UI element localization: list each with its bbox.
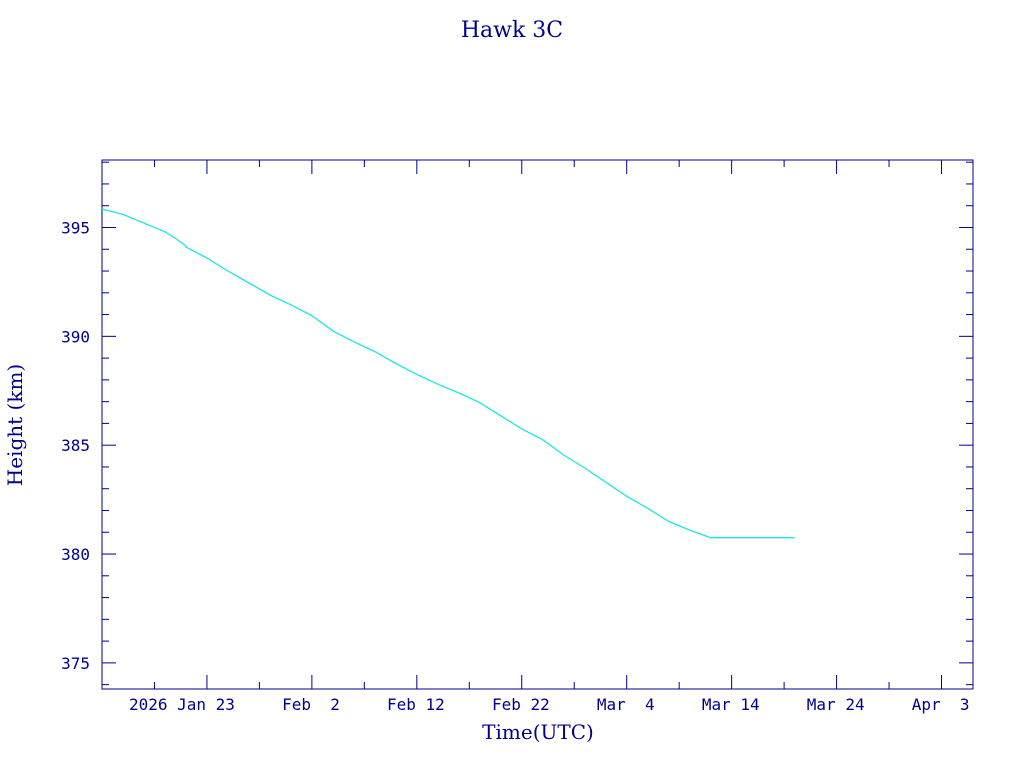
- x-axis-label: Time(UTC): [482, 720, 594, 744]
- x-tick-label: Feb 2: [282, 695, 340, 714]
- x-tick-label: Apr 3: [912, 695, 970, 714]
- height-series-line: [101, 208, 795, 539]
- y-tick-label: 380: [61, 545, 90, 564]
- y-tick-label: 375: [61, 654, 90, 673]
- x-tick-label: 2026 Jan 23: [129, 695, 235, 714]
- plot-frame: [101, 159, 974, 690]
- x-tick-label: Feb 22: [492, 695, 550, 714]
- x-tick-labels: 2026 Jan 23 Feb 2 Feb 12 Feb 22 Mar 4 Mar 14 M…: [129, 695, 970, 714]
- x-tick-label: Mar 4: [597, 695, 655, 714]
- y-axis-label: Height (km): [3, 364, 27, 486]
- y-tick-label: 390: [61, 327, 90, 346]
- x-tick-label: Mar 14: [702, 695, 760, 714]
- y-tick-label: 395: [61, 218, 90, 237]
- chart-title: Hawk 3C: [461, 18, 563, 43]
- axis-ticks: [101, 160, 973, 689]
- x-tick-label: Mar 24: [807, 695, 865, 714]
- x-tick-label: Feb 12: [387, 695, 445, 714]
- y-tick-label: 385: [61, 436, 90, 455]
- y-tick-labels: 375 380 385 390 395: [61, 218, 90, 672]
